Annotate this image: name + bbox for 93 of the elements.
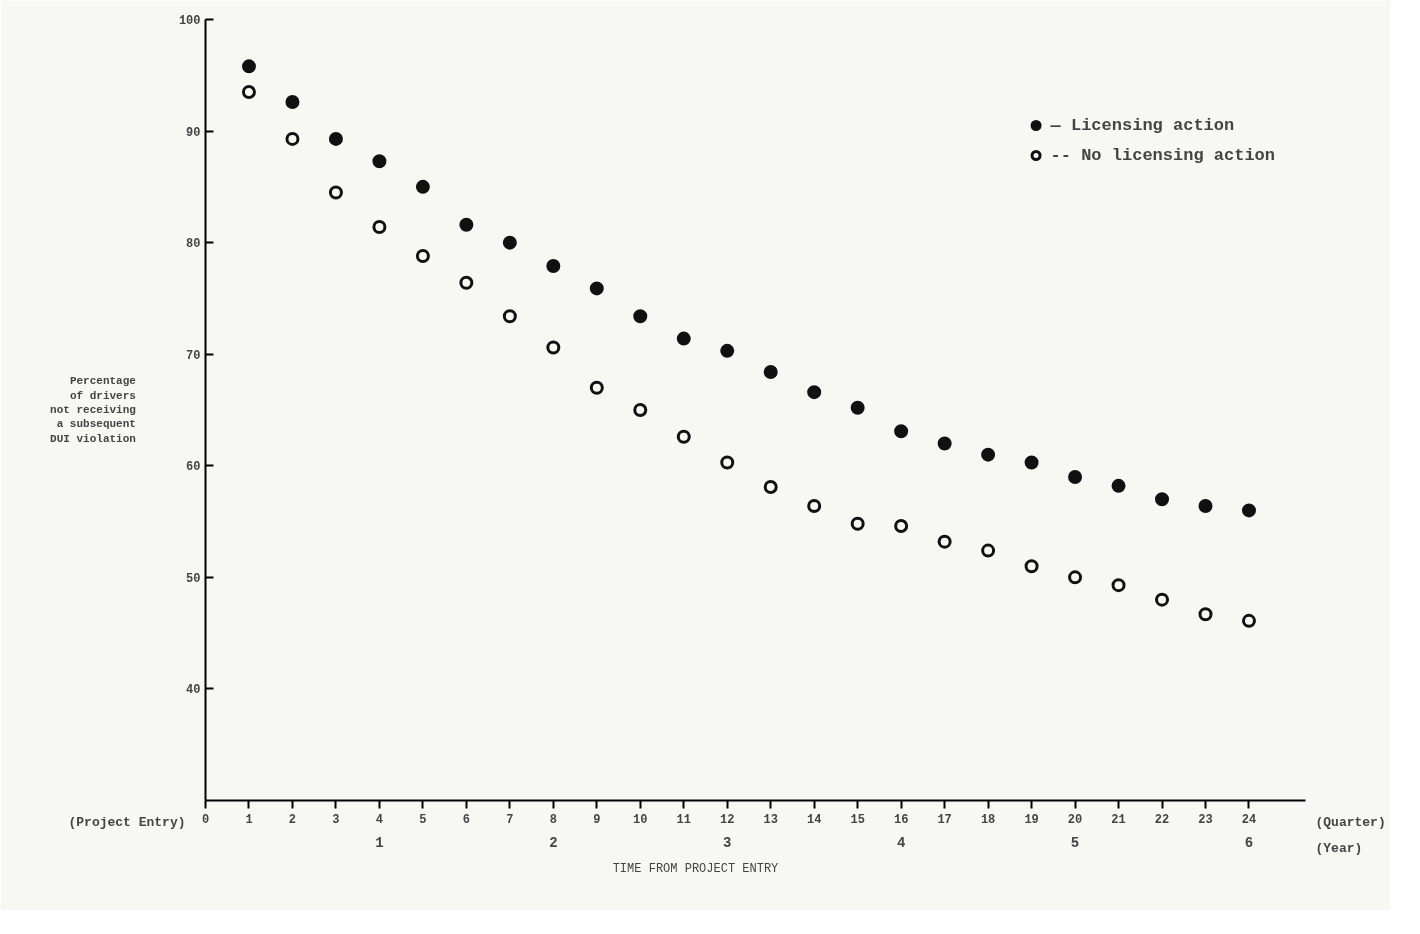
x2-tick-label: 3 — [723, 834, 732, 851]
x-tick-label: 4 — [375, 812, 384, 827]
point — [546, 340, 561, 355]
point — [981, 543, 996, 558]
point — [589, 380, 604, 395]
y-tick-label: 80 — [186, 237, 201, 252]
y-tick-label: 70 — [186, 348, 201, 363]
x-tick-label: 17 — [937, 812, 952, 827]
x2-tick-label: 5 — [1070, 834, 1080, 851]
point — [807, 385, 822, 400]
y-tick-label: 100 — [178, 14, 201, 28]
x-tick-label: 15 — [850, 812, 865, 827]
point — [850, 400, 865, 415]
x-tick-label: 3 — [332, 812, 340, 827]
point — [241, 85, 256, 100]
y-tick-label: 40 — [186, 683, 201, 698]
point — [372, 220, 387, 235]
point — [502, 235, 517, 250]
point — [720, 455, 735, 470]
point — [720, 343, 735, 358]
point — [937, 436, 952, 451]
point — [1155, 492, 1170, 507]
point — [328, 185, 343, 200]
point — [241, 59, 256, 74]
x-axis-title: TIME FROM PROJECT ENTRY — [612, 861, 779, 876]
point — [415, 249, 430, 264]
point — [1111, 478, 1126, 493]
x-tick-label: 20 — [1067, 812, 1083, 827]
x2-tick-label: 6 — [1244, 834, 1254, 851]
x-tick-label: 23 — [1198, 812, 1213, 827]
point — [937, 534, 952, 549]
point — [1241, 613, 1256, 628]
x-tick-label: 8 — [549, 812, 557, 827]
x-tick-label: 16 — [893, 812, 909, 827]
x-tick-label: 18 — [980, 812, 996, 827]
legend-label: — Licensing action — [1050, 115, 1235, 135]
point — [459, 275, 474, 290]
point — [1198, 498, 1213, 513]
point — [894, 424, 909, 439]
x-tick-label: 14 — [806, 812, 822, 827]
point — [633, 309, 648, 324]
y-tick-label: 90 — [186, 125, 201, 140]
y-tick-label: 50 — [186, 571, 201, 586]
legend-label: -- No licensing action — [1050, 145, 1275, 165]
text: (Project Entry) — [68, 815, 186, 830]
x-tick-label: 5 — [419, 812, 427, 827]
point — [285, 95, 300, 110]
x2-tick-label: 2 — [549, 834, 558, 851]
text: (Year) — [1315, 841, 1363, 856]
point — [589, 281, 604, 296]
x-tick-label: 2 — [288, 812, 297, 827]
point — [981, 447, 996, 462]
point — [1068, 570, 1083, 585]
point — [285, 131, 300, 146]
x-tick-label: 19 — [1024, 812, 1039, 827]
x-tick-label: 21 — [1111, 812, 1126, 827]
point — [676, 429, 691, 444]
point — [1068, 469, 1083, 484]
x-tick-label: 0 — [201, 812, 210, 827]
x-tick-label: 10 — [633, 812, 648, 827]
y-tick-label: 60 — [186, 460, 201, 475]
point — [546, 259, 561, 274]
point — [807, 498, 822, 513]
point — [763, 365, 778, 380]
point — [415, 179, 430, 194]
point — [328, 131, 343, 146]
x-tick-label: 9 — [593, 812, 601, 827]
x-tick-label: 7 — [506, 812, 514, 827]
point — [459, 217, 474, 232]
point — [372, 154, 387, 169]
point — [850, 516, 865, 531]
x2-tick-label: 1 — [375, 834, 384, 851]
x2-tick-label: 4 — [896, 834, 906, 851]
x-tick-label: 6 — [462, 812, 470, 827]
point — [1024, 455, 1039, 470]
point — [1155, 592, 1170, 607]
x-tick-label: 13 — [763, 812, 778, 827]
text: (Quarter) — [1315, 815, 1386, 830]
point — [633, 403, 648, 417]
x-tick-label: 12 — [720, 812, 735, 827]
x-tick-label: 22 — [1154, 812, 1170, 827]
point — [763, 480, 778, 494]
x-tick-label: 11 — [676, 812, 691, 827]
point — [1198, 607, 1213, 622]
x-tick-label: 24 — [1241, 812, 1257, 827]
point — [676, 331, 691, 346]
point — [1241, 503, 1256, 518]
x-tick-label: 1 — [245, 812, 253, 827]
point — [1024, 559, 1039, 574]
point — [502, 309, 517, 324]
point — [1111, 578, 1126, 593]
point — [894, 519, 909, 534]
y-axis-title: Percentage of drivers not receiving a subsequent DUI violation — [50, 375, 137, 445]
